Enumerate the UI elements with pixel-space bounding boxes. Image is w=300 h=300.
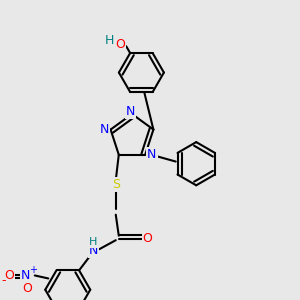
Text: +: +	[29, 265, 37, 275]
Text: S: S	[112, 178, 120, 191]
Text: H: H	[89, 237, 98, 247]
Text: H: H	[105, 34, 114, 47]
Text: O: O	[142, 232, 152, 245]
Text: O: O	[115, 38, 125, 51]
Text: O: O	[22, 283, 32, 296]
Text: -: -	[1, 274, 5, 287]
Text: N: N	[88, 244, 98, 257]
Text: N: N	[126, 105, 135, 118]
Text: N: N	[99, 123, 109, 136]
Text: N: N	[147, 148, 157, 161]
Text: O: O	[4, 269, 14, 282]
Text: N: N	[21, 269, 31, 282]
